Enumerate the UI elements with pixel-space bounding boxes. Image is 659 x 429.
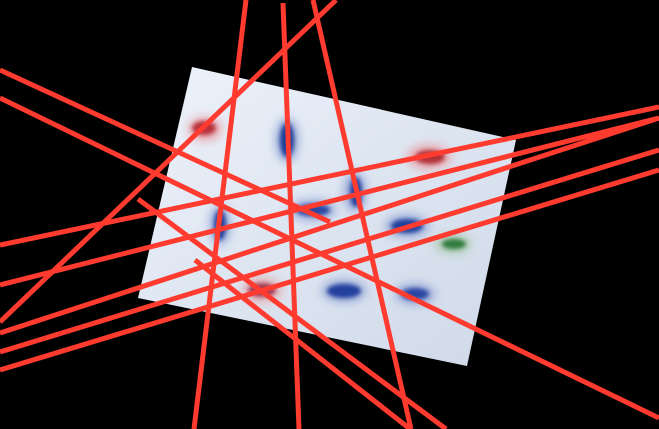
laser-line	[0, 67, 332, 225]
laser-line	[136, 196, 448, 429]
blue-cluster	[322, 280, 366, 302]
laser-line	[0, 115, 659, 336]
green-cluster	[435, 235, 471, 253]
laser-line	[280, 2, 302, 429]
laser-line	[0, 115, 659, 288]
laser-line	[0, 147, 659, 355]
laser-line	[0, 167, 659, 373]
laser-line	[0, 0, 338, 324]
laser-line	[193, 258, 412, 429]
laser-line	[191, 0, 249, 429]
laser-line	[0, 104, 659, 248]
laser-line	[0, 95, 659, 421]
